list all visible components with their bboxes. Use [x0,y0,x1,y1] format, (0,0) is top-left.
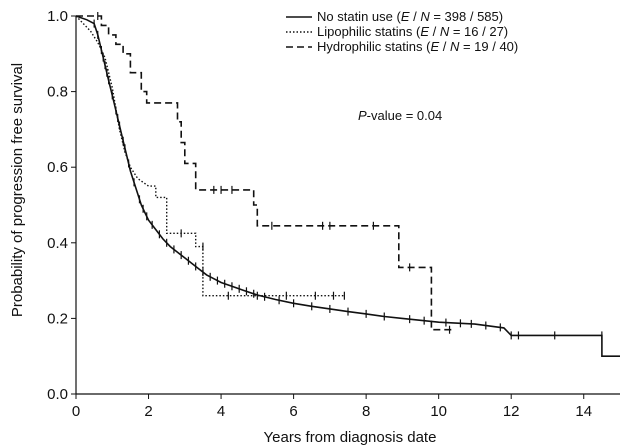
y-tick-label: 0.2 [47,310,68,327]
series-lipo [75,15,345,300]
legend-label-no-statin: No statin use (E / N = 398 / 585) [317,9,503,24]
y-tick-label: 0.8 [47,84,68,101]
x-tick-label: 10 [430,403,447,420]
y-tick-label: 0.0 [47,386,68,403]
y-tick-label: 0.4 [47,235,68,252]
legend-entry-lipophilic: Lipophilic statins (E / N = 16 / 27) [286,24,508,39]
legend-label-lipophilic: Lipophilic statins (E / N = 16 / 27) [317,24,508,39]
y-axis-label: Probability of progression free survival [9,63,26,317]
x-tick-label: 2 [144,403,152,420]
x-axis-label: Years from diagnosis date [264,429,437,446]
series-hydro [76,12,454,334]
legend-label-hydrophilic: Hydrophilic statins (E / N = 19 / 40) [317,39,518,54]
legend-entry-hydrophilic: Hydrophilic statins (E / N = 19 / 40) [286,39,518,54]
x-tick-label: 8 [362,403,370,420]
series-line-none [75,15,620,357]
legend: No statin use (E / N = 398 / 585) Lipoph… [286,9,518,54]
series-line-hydro [76,15,454,331]
y-tick-label: 0.6 [47,159,68,176]
x-tick-label: 6 [289,403,297,420]
series-group [75,12,620,357]
x-tick-label: 4 [217,403,225,420]
series-line-lipo [75,15,345,297]
x-tick-label: 12 [503,403,520,420]
series-none [75,15,620,357]
y-tick-label: 1.0 [47,8,68,25]
legend-entry-no-statin: No statin use (E / N = 398 / 585) [286,9,503,24]
axes: 0 2 4 6 8 10 12 14 0.0 0.2 0.4 0.6 0.8 1.0 [47,8,620,420]
x-tick-label: 0 [72,403,80,420]
p-value-annotation: P-value = 0.04 [358,108,442,123]
x-tick-label: 14 [575,403,592,420]
